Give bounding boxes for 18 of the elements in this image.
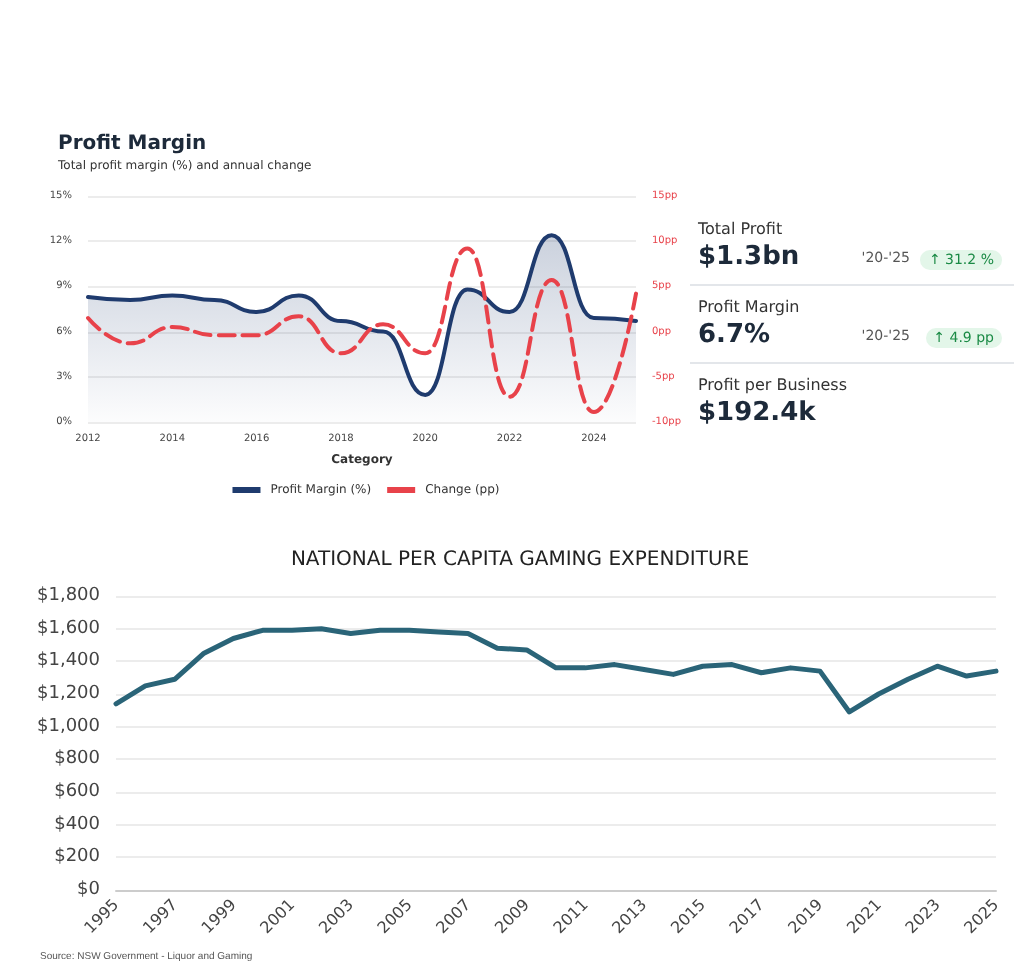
chart-title: Profit Margin [58,133,207,155]
text: Total Profit [698,220,785,238]
text: $1.3bn [698,242,800,272]
y-tick-label: $1,400 [37,651,101,672]
y-tick-label: $600 [54,782,101,802]
y-tick-label: $1,600 [37,618,101,639]
text: $192.4k [698,398,818,428]
y-tick-label: $400 [54,814,101,835]
chart-title: NATIONAL PER CAPITA GAMING EXPENDITURE [290,549,750,571]
y-tick-label: $200 [54,847,101,868]
text: Profit per Business [698,376,850,394]
y-tick-label: $800 [54,749,101,770]
y-tick-label: $1,000 [37,716,101,737]
text: Profit Margin [698,298,802,316]
y-tick-label: $1,800 [37,586,101,606]
text: 6.7% [698,320,771,350]
y-tick-label: $1,200 [37,684,101,704]
y-tick-label: $0 [77,880,101,900]
